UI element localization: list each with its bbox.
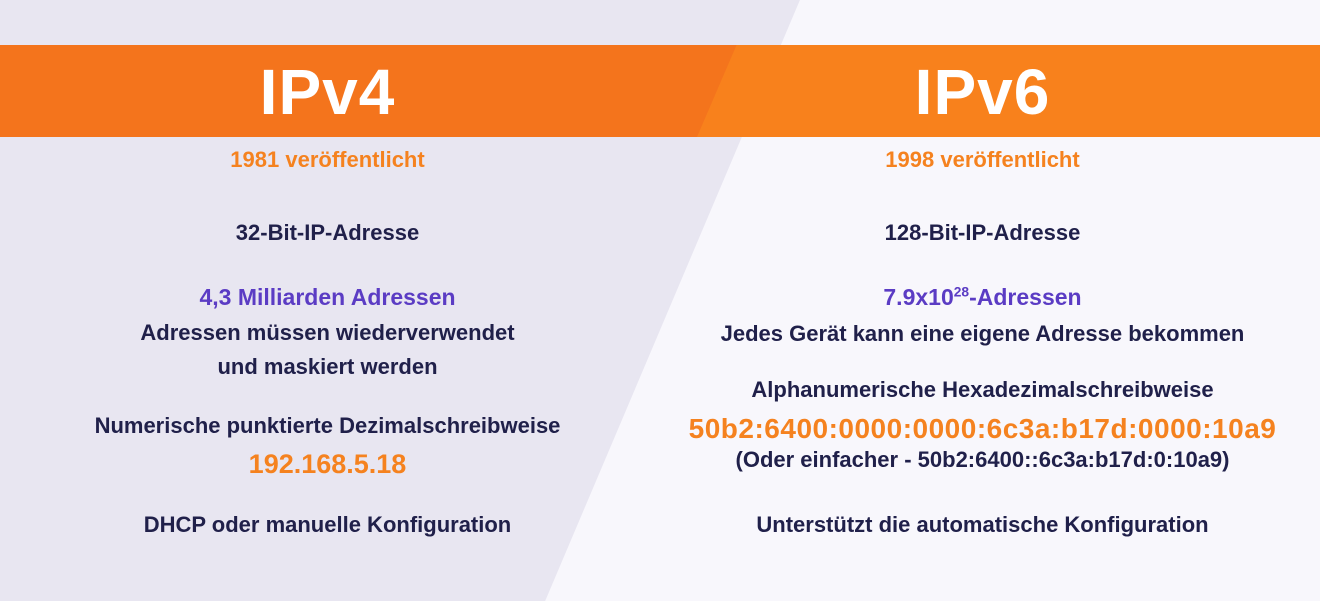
ipv6-release-year: 1998 veröffentlicht bbox=[885, 147, 1080, 172]
ipv4-address-example: 192.168.5.18 bbox=[248, 449, 407, 479]
header-band-right-shade bbox=[696, 45, 1320, 137]
ipv6-address-note: Jedes Gerät kann eine eigene Adresse bek… bbox=[720, 321, 1245, 346]
ipv6-address-count-base: 7.9x10 bbox=[883, 284, 954, 310]
ipv4-release-year: 1981 veröffentlicht bbox=[230, 147, 425, 172]
ipv4-notation: Numerische punktierte Dezimalschreibweis… bbox=[94, 413, 561, 438]
ipv4-configuration: DHCP oder manuelle Konfiguration bbox=[143, 512, 512, 537]
ipv6-address-example: 50b2:6400:0000:0000:6c3a:b17d:0000:10a9 bbox=[688, 413, 1277, 444]
ipv4-address-note-line2: und maskiert werden bbox=[217, 354, 438, 379]
ipv4-address-note: Adressen müssen wiederverwendet und mask… bbox=[0, 316, 655, 384]
ipv6-address-count-exponent: 28 bbox=[953, 284, 970, 300]
ipv6-address-example-short: (Oder einfacher - 50b2:6400::6c3a:b17d:0… bbox=[735, 447, 1230, 472]
ipv6-notation: Alphanumerische Hexadezimalschreibweise bbox=[751, 377, 1214, 402]
ipv6-configuration: Unterstützt die automatische Konfigurati… bbox=[756, 512, 1209, 537]
ipv6-address-count-suffix: -Adressen bbox=[969, 284, 1082, 310]
ipv4-address-note-line1: Adressen müssen wiederverwendet bbox=[140, 320, 515, 345]
ipv6-panel: IPv6 1998 veröffentlicht 128-Bit-IP-Adre… bbox=[650, 0, 1315, 601]
ipv4-address-count: 4,3 Milliarden Adressen bbox=[199, 284, 456, 310]
ipv4-panel: IPv4 1981 veröffentlicht 32-Bit-IP-Adres… bbox=[0, 0, 655, 601]
ipv4-bit-length: 32-Bit-IP-Adresse bbox=[235, 220, 420, 245]
ipv4-title: IPv4 bbox=[259, 56, 396, 128]
header-band bbox=[0, 45, 1320, 137]
ipv6-title: IPv6 bbox=[914, 56, 1051, 128]
ipv6-address-count: 7.9x1028-Adressen bbox=[650, 283, 1315, 312]
ipv6-bit-length: 128-Bit-IP-Adresse bbox=[884, 220, 1081, 245]
